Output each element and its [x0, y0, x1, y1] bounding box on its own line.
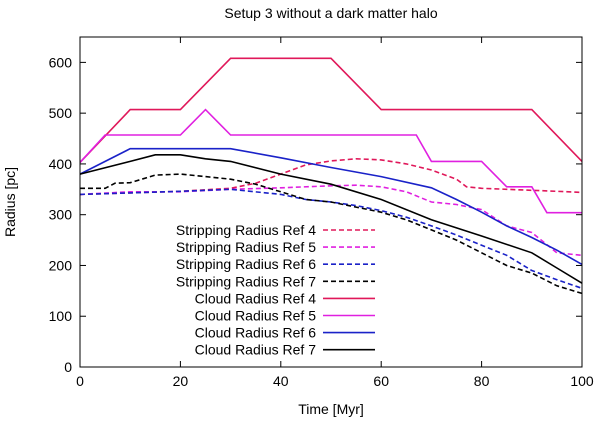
x-tick-label: 60 [373, 373, 389, 389]
legend-label: Cloud Radius Ref 7 [195, 342, 317, 358]
y-tick-label: 300 [49, 207, 73, 223]
y-tick-label: 100 [49, 308, 73, 324]
y-tick-label: 600 [49, 54, 73, 70]
legend-label: Cloud Radius Ref 4 [195, 290, 317, 306]
y-tick-label: 400 [49, 156, 73, 172]
series-line-cloud-radius-ref-6 [79, 147, 583, 266]
series-line-stripping-radius-ref-5 [79, 184, 583, 257]
y-tick-label: 200 [49, 257, 73, 273]
x-axis: 0 20 40 60 80 100 [76, 37, 594, 389]
series-line-cloud-radius-ref-4 [79, 57, 583, 163]
series-line-cloud-radius-ref-5 [79, 108, 582, 214]
y-tick-label: 500 [49, 105, 73, 121]
x-tick-label: 100 [570, 373, 594, 389]
legend-label: Cloud Radius Ref 5 [195, 308, 317, 324]
x-tick-label: 20 [173, 373, 189, 389]
legend-label: Stripping Radius Ref 6 [176, 256, 316, 272]
legend-label: Cloud Radius Ref 6 [195, 325, 317, 341]
y-axis: 0 100 200 300 400 500 600 [49, 54, 582, 375]
series-line-cloud-radius-ref-7 [79, 154, 583, 284]
legend-label: Stripping Radius Ref 4 [176, 222, 316, 238]
y-tick-label: 0 [64, 359, 72, 375]
legend-label: Stripping Radius Ref 7 [176, 273, 316, 289]
y-axis-label: Radius [pc] [2, 167, 18, 237]
series-line-stripping-radius-ref-6 [79, 188, 583, 290]
x-tick-label: 40 [273, 373, 289, 389]
x-axis-label: Time [Myr] [298, 401, 364, 417]
chart-title: Setup 3 without a dark matter halo [224, 5, 437, 21]
plot-frame [79, 36, 583, 368]
legend-label: Stripping Radius Ref 5 [176, 239, 316, 255]
x-tick-label: 0 [76, 373, 84, 389]
plot-lines [79, 57, 583, 295]
series-line-stripping-radius-ref-4 [79, 157, 583, 196]
series-line-stripping-radius-ref-7 [80, 173, 583, 295]
x-tick-label: 80 [474, 373, 490, 389]
